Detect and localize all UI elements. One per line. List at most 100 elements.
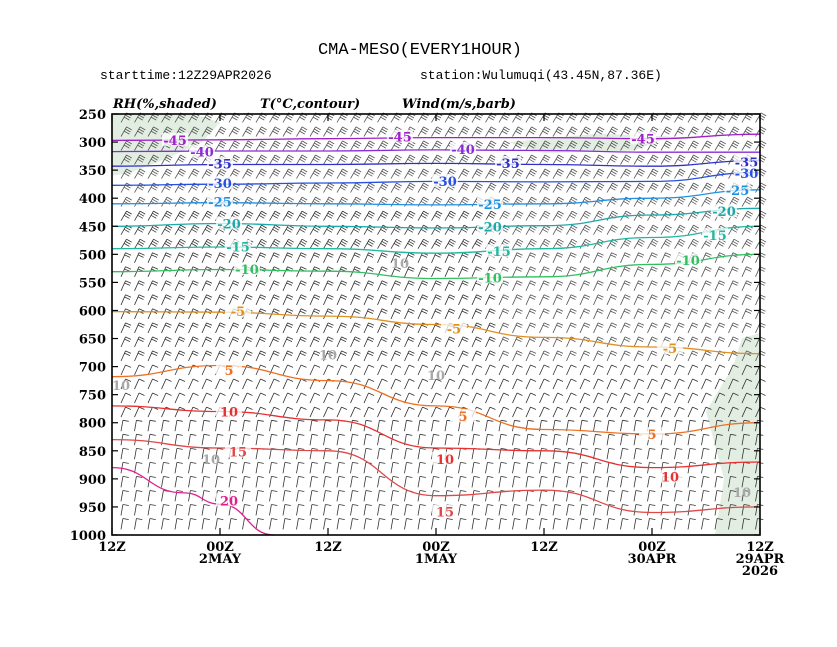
- wind-barb: [471, 154, 483, 165]
- wind-barb: [566, 433, 575, 446]
- y-tick-label: 400: [79, 192, 106, 207]
- contour-label-bg: [216, 493, 242, 507]
- y-tick-label: 300: [79, 136, 106, 151]
- wind-barb: [687, 433, 696, 446]
- wind-barb: [147, 210, 159, 221]
- wind-barb: [620, 350, 631, 362]
- temp-contour-label: -10: [478, 271, 502, 286]
- wind-barb: [539, 462, 548, 474]
- wind-barb: [377, 504, 386, 516]
- wind-barb: [714, 308, 726, 320]
- wind-barb: [512, 182, 524, 193]
- wind-barb: [674, 433, 683, 446]
- wind-barb: [701, 476, 710, 488]
- wind-barb: [566, 322, 577, 334]
- wind-barb: [579, 140, 591, 151]
- wind-barb: [134, 126, 146, 137]
- wind-barb: [566, 154, 578, 165]
- wind-barb: [660, 392, 672, 404]
- wind-barb: [201, 419, 210, 432]
- wind-barb: [728, 238, 740, 249]
- wind-barb: [417, 448, 426, 460]
- contour-label-bg: [657, 469, 683, 483]
- wind-barb: [539, 196, 551, 207]
- wind-barb: [728, 266, 739, 277]
- wind-barb: [633, 490, 642, 502]
- wind-barb: [309, 419, 318, 432]
- contour-label-bg: [724, 182, 751, 196]
- wind-barb: [458, 294, 469, 306]
- wind-barb: [242, 476, 251, 488]
- wind-barb: [228, 140, 240, 151]
- wind-barb: [201, 294, 213, 306]
- wind-barb: [336, 140, 348, 151]
- wind-barb: [296, 504, 305, 516]
- wind-barb: [134, 238, 146, 249]
- wind-barb: [323, 406, 334, 418]
- wind-barb: [525, 433, 534, 446]
- wind-barb: [485, 154, 497, 165]
- wind-barb: [633, 266, 645, 277]
- wind-barb: [417, 462, 426, 474]
- wind-barb: [606, 210, 618, 221]
- wind-barb: [242, 378, 253, 390]
- wind-barb: [161, 364, 172, 376]
- wind-barb: [579, 364, 591, 376]
- wind-barb: [674, 154, 686, 165]
- wind-barb: [228, 518, 237, 530]
- wind-barb: [471, 210, 483, 221]
- y-tick-label: 450: [79, 220, 106, 235]
- wind-barb: [390, 210, 402, 221]
- wind-barb: [674, 168, 686, 179]
- temp-contour-label: -35: [208, 158, 232, 173]
- wind-barb: [539, 224, 551, 235]
- wind-barb: [539, 308, 550, 320]
- wind-barb: [660, 252, 672, 263]
- wind-barb: [498, 238, 510, 249]
- wind-barb: [525, 518, 534, 530]
- wind-barb: [498, 350, 510, 362]
- wind-barb: [701, 182, 713, 193]
- wind-barb: [201, 476, 210, 488]
- wind-barb: [714, 490, 723, 502]
- wind-barb: [741, 364, 753, 376]
- wind-barb: [728, 308, 739, 320]
- contour-label-bg: [207, 176, 233, 190]
- wind-barb: [323, 490, 332, 502]
- wind-barb: [309, 322, 321, 334]
- wind-barb: [512, 140, 524, 151]
- wind-barb: [161, 308, 172, 320]
- wind-barb: [606, 476, 615, 488]
- wind-barb: [215, 126, 227, 137]
- wind-barb: [188, 350, 199, 362]
- wind-barb: [620, 392, 631, 404]
- wind-barb: [660, 126, 672, 137]
- wind-barb: [269, 140, 281, 151]
- contour-label-bg: [733, 154, 760, 168]
- wind-barb: [498, 392, 510, 404]
- wind-barb: [228, 419, 237, 432]
- wind-barb: [566, 518, 575, 530]
- wind-barb: [498, 210, 510, 221]
- wind-barb: [647, 308, 658, 320]
- wind-barb: [377, 364, 388, 376]
- wind-barb: [714, 322, 726, 334]
- wind-barb: [323, 364, 334, 376]
- wind-barb: [701, 433, 710, 446]
- wind-barb: [174, 266, 186, 277]
- wind-barb: [242, 224, 254, 235]
- wind-barb: [741, 308, 753, 320]
- wind-barb: [674, 504, 683, 516]
- wind-barb: [552, 433, 561, 446]
- y-tick-label: 800: [79, 417, 106, 432]
- wind-barb: [458, 252, 469, 263]
- wind-barb: [215, 350, 226, 362]
- wind-barb: [471, 308, 483, 320]
- wind-barb: [390, 406, 402, 418]
- y-tick-label: 850: [79, 445, 106, 460]
- wind-barb: [647, 294, 658, 306]
- wind-barb: [498, 476, 507, 488]
- wind-barb: [444, 476, 453, 488]
- wind-barb: [174, 518, 183, 530]
- wind-barb: [255, 336, 267, 348]
